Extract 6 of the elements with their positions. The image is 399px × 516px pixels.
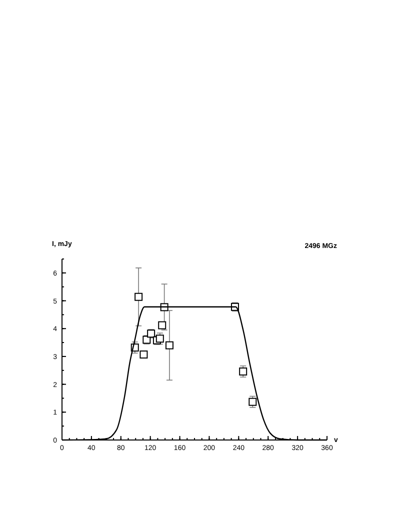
point bbox=[134, 292, 143, 301]
point bbox=[165, 341, 174, 350]
point bbox=[158, 321, 166, 330]
point bbox=[248, 398, 257, 406]
point bbox=[140, 350, 148, 359]
point bbox=[239, 368, 248, 376]
